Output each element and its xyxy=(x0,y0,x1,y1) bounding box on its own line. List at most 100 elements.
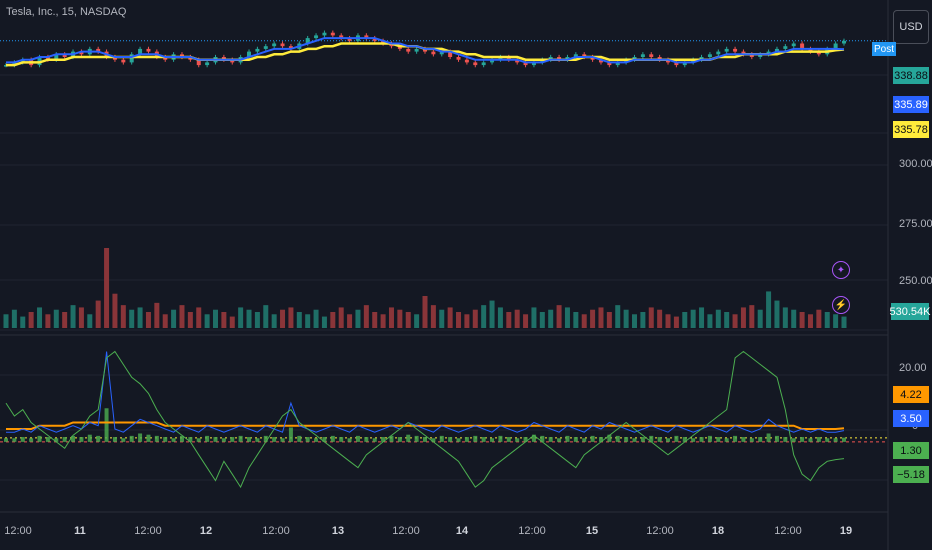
volume-bar xyxy=(715,309,721,328)
volume-bar xyxy=(673,316,679,328)
volume-bar xyxy=(229,316,235,328)
histogram-bar xyxy=(791,438,796,442)
volume-bar xyxy=(137,307,143,328)
volume-bar xyxy=(313,309,319,328)
last-price-tag: 338.88 xyxy=(893,67,929,84)
volume-bar xyxy=(397,309,403,328)
histogram-bar xyxy=(531,434,536,442)
histogram-bar xyxy=(96,435,101,442)
histogram-bar xyxy=(666,438,671,442)
volume-bar xyxy=(355,309,361,328)
histogram-bar xyxy=(71,435,76,442)
histogram-bar xyxy=(590,435,595,442)
volume-bar xyxy=(20,316,26,328)
histogram-bar xyxy=(406,434,411,442)
histogram-bar xyxy=(255,438,260,442)
candle-body xyxy=(129,54,134,63)
histogram-bar xyxy=(121,438,126,442)
histogram-bar xyxy=(439,435,444,442)
histogram-bar xyxy=(842,437,846,442)
volume-bar xyxy=(615,305,621,328)
volume-bar xyxy=(271,314,277,328)
histogram-bar xyxy=(297,435,302,442)
lightning-icon[interactable]: ⚡ xyxy=(832,296,850,314)
sparkle-icon[interactable]: ✦ xyxy=(832,261,850,279)
volume-bar xyxy=(171,309,177,328)
histogram-bar xyxy=(833,438,838,442)
volume-bar xyxy=(37,307,43,328)
volume-bar xyxy=(305,314,311,328)
candle-body xyxy=(280,43,285,47)
histogram-bar xyxy=(598,437,603,442)
volume-bar xyxy=(472,309,478,328)
histogram-bar xyxy=(355,435,360,442)
time-tick: 12:00 xyxy=(518,525,546,537)
time-tick: 18 xyxy=(712,525,724,537)
histogram-bar xyxy=(456,438,461,442)
volume-bar xyxy=(682,312,688,328)
histogram-bar xyxy=(221,438,226,442)
volume-bar xyxy=(145,312,151,328)
histogram-bar xyxy=(749,438,754,442)
volume-bar xyxy=(556,305,562,328)
histogram-bar xyxy=(699,437,704,442)
candle-body xyxy=(548,57,553,60)
histogram-bar xyxy=(783,437,788,442)
histogram-bar xyxy=(632,438,637,442)
time-tick: 12:00 xyxy=(262,525,290,537)
volume-bar xyxy=(539,312,545,328)
histogram-bar xyxy=(557,438,562,442)
histogram-bar xyxy=(205,435,210,442)
volume-bar xyxy=(623,309,629,328)
volume-bar xyxy=(456,312,462,328)
histogram-bar xyxy=(741,437,746,442)
volume-bar xyxy=(548,309,554,328)
volume-bar xyxy=(573,312,579,328)
histogram-bar xyxy=(724,438,729,442)
candle-body xyxy=(20,59,25,63)
candle-body xyxy=(808,48,813,52)
candle-body xyxy=(439,51,444,55)
candle-body xyxy=(691,59,696,63)
histogram-bar xyxy=(314,438,319,442)
candle-body xyxy=(431,51,436,55)
histogram-bar xyxy=(339,437,344,442)
candle-body xyxy=(96,48,101,52)
histogram-bar xyxy=(213,437,218,442)
histogram-bar xyxy=(4,438,8,442)
time-tick: 15 xyxy=(586,525,598,537)
histogram-bar xyxy=(808,438,813,442)
volume-bar xyxy=(640,312,646,328)
time-tick: 12:00 xyxy=(646,525,674,537)
histogram-bar xyxy=(188,437,193,442)
volume-bar xyxy=(766,291,772,328)
volume-bar xyxy=(162,314,168,328)
candle-body xyxy=(674,62,679,66)
volume-bar xyxy=(263,305,269,328)
volume-bar xyxy=(11,309,17,328)
candle-body xyxy=(523,62,528,66)
time-tick: 19 xyxy=(840,525,852,537)
histogram-bar xyxy=(45,437,50,442)
volume-bar xyxy=(430,305,436,328)
histogram-bar xyxy=(305,437,310,442)
currency-button[interactable]: USD xyxy=(893,10,929,44)
candle-body xyxy=(423,48,427,52)
histogram-bar xyxy=(322,437,327,442)
histogram-bar xyxy=(448,437,453,442)
volume-bar xyxy=(699,307,705,328)
histogram-bar xyxy=(414,435,419,442)
volume-bar xyxy=(807,314,813,328)
session-badge: Post xyxy=(872,42,896,56)
volume-bar xyxy=(321,316,327,328)
volume-bar xyxy=(824,312,830,328)
time-tick: 12:00 xyxy=(774,525,802,537)
candle-body xyxy=(389,43,394,47)
volume-bar xyxy=(53,309,59,328)
time-tick: 12:00 xyxy=(392,525,420,537)
candle-body xyxy=(707,54,712,57)
candle-body xyxy=(221,57,226,60)
candle-body xyxy=(649,54,654,57)
indicator-tag-green-histogram: 1.30 xyxy=(893,442,929,459)
